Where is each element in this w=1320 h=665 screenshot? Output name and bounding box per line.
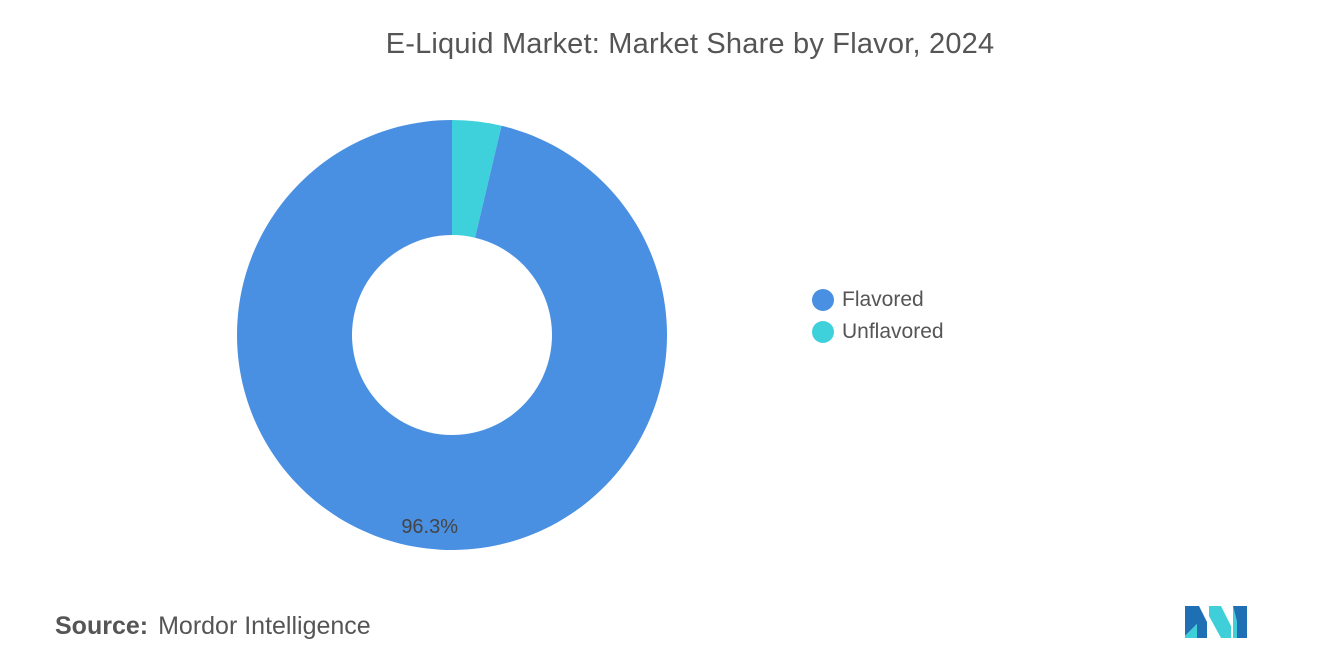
mordor-intelligence-logo-icon: [1185, 606, 1247, 638]
source-text: Mordor Intelligence: [158, 612, 371, 640]
chart-title: E-Liquid Market: Market Share by Flavor,…: [385, 28, 995, 60]
legend-item-unflavored[interactable]: Unflavored: [812, 316, 944, 348]
legend-label: Unflavored: [842, 320, 944, 343]
donut-slice-flavored[interactable]: [236, 120, 667, 550]
legend: Flavored Unflavored: [812, 284, 944, 348]
legend-swatch-flavored: [812, 289, 834, 311]
data-label-flavored: 96.3%: [401, 516, 458, 538]
legend-label: Flavored: [842, 288, 924, 311]
legend-item-flavored[interactable]: Flavored: [812, 284, 944, 316]
source-note: Source: Mordor Intelligence: [55, 612, 371, 641]
source-prefix: Source:: [55, 612, 149, 640]
legend-swatch-unflavored: [812, 321, 834, 343]
donut-slice-unflavored[interactable]: [452, 120, 502, 238]
